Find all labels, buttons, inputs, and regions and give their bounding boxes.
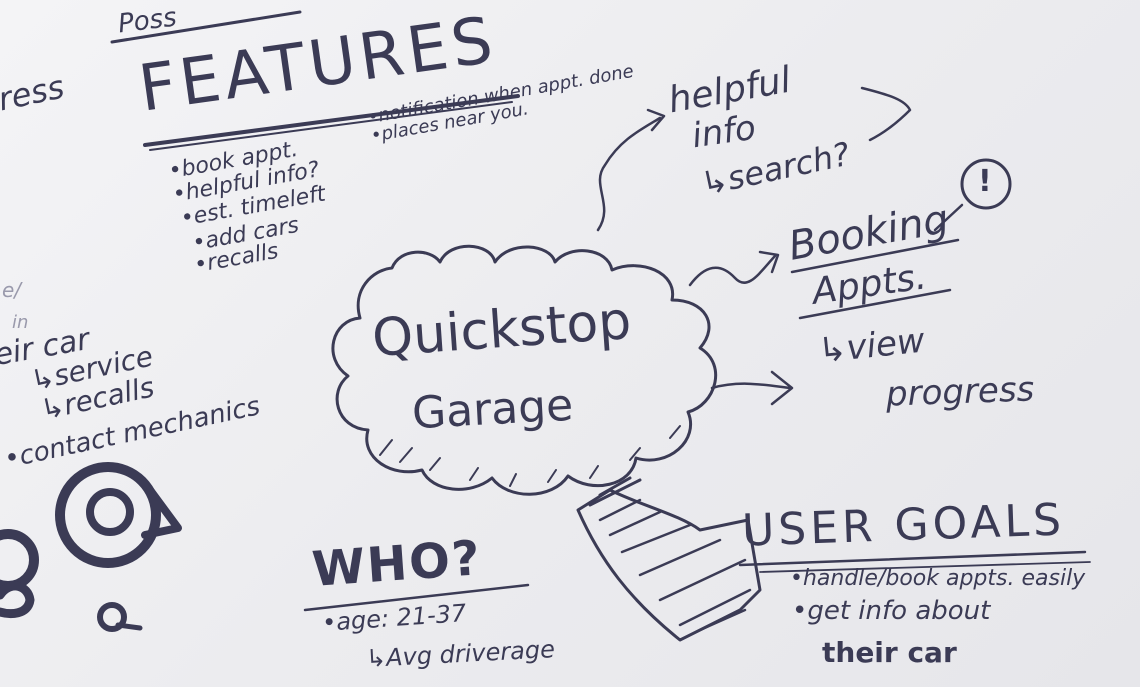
who-underline xyxy=(303,583,530,612)
exclamation-circle xyxy=(960,158,1012,210)
cloud-outline xyxy=(331,244,718,496)
goal-item: their car xyxy=(822,636,957,669)
appts-underline xyxy=(798,288,952,320)
goal-item: •get info about xyxy=(792,596,991,626)
progress-arrow xyxy=(710,382,792,390)
progress-label: progress xyxy=(885,369,1035,415)
who-title: WHO? xyxy=(310,530,484,598)
booking-arrowhead xyxy=(758,250,780,274)
exclamation-mark: ! xyxy=(978,164,992,199)
doodle-small-tail xyxy=(115,622,143,631)
left-fragment: e/ xyxy=(2,278,22,302)
doodle-eye-outer xyxy=(55,462,161,568)
goals-arrow-outline xyxy=(576,488,762,642)
goals-arrow-hatch xyxy=(598,498,752,632)
goals-underline xyxy=(738,550,1087,567)
doodle-eye-point xyxy=(141,486,182,539)
left-fragment: in xyxy=(12,312,29,333)
doodle-left-curve xyxy=(0,581,35,618)
helpful-arrow xyxy=(596,116,662,232)
booking-underline xyxy=(790,238,960,274)
goals-underline-2 xyxy=(759,561,1091,573)
exclamation-tail xyxy=(933,203,964,232)
goal-item: •handle/book appts. easily xyxy=(790,566,1086,591)
doodle-left-eye xyxy=(0,529,39,591)
search-arrow xyxy=(860,86,912,142)
cloud-shading xyxy=(379,425,681,487)
goals-arrow-shaft xyxy=(588,476,642,507)
doodle-eye-inner xyxy=(86,488,134,536)
doodle-small-eye xyxy=(97,602,127,632)
cloud-subtitle: Garage xyxy=(410,379,575,440)
progress-arrowhead xyxy=(770,370,794,406)
features-underline-2 xyxy=(149,101,513,151)
features-underline xyxy=(143,94,520,147)
helpful-arrowhead xyxy=(646,108,666,132)
possible-underline xyxy=(110,10,302,44)
booking-arrow xyxy=(688,254,777,287)
